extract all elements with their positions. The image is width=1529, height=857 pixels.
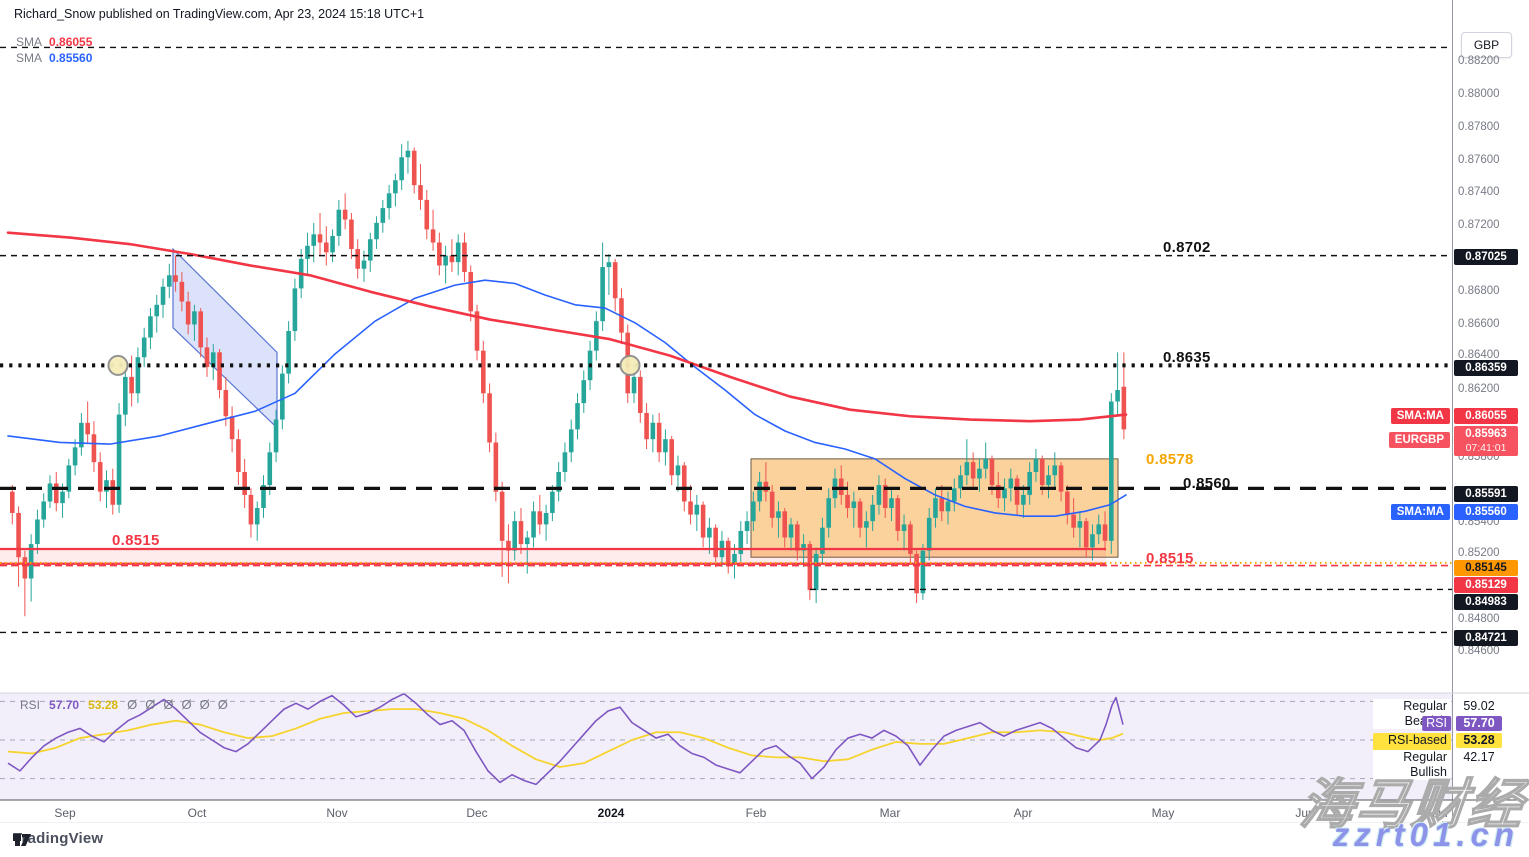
rsi-row-value: 57.70 bbox=[1456, 716, 1502, 731]
chart-canvas[interactable] bbox=[0, 0, 1529, 823]
price-tick-label: 0.88000 bbox=[1458, 88, 1500, 100]
watermark-url: zzrt01.cn bbox=[1332, 816, 1519, 853]
price-axis-badge: 0.84721 bbox=[1454, 630, 1518, 646]
event-marker-circle bbox=[619, 354, 641, 376]
support-band-zone bbox=[0, 549, 1106, 564]
rsi-row-value: 59.02 bbox=[1463, 699, 1495, 713]
rsi-title: RSI bbox=[20, 697, 41, 712]
hidden-value-icon: Ø bbox=[181, 697, 192, 712]
time-axis-label-oct: Oct bbox=[187, 806, 207, 820]
hidden-value-icon: Ø bbox=[199, 697, 210, 712]
time-axis-label-feb: Feb bbox=[745, 806, 767, 820]
price-level-label: 0.8560 bbox=[1183, 475, 1231, 492]
sma-fast-value: 0.85560 bbox=[49, 51, 93, 65]
time-axis-label-apr: Apr bbox=[1013, 806, 1033, 820]
time-axis-label-nov: Nov bbox=[326, 806, 348, 820]
hidden-value-icon: Ø bbox=[163, 697, 174, 712]
price-level-label: 0.8578 bbox=[1146, 451, 1194, 468]
sma-fast-line bbox=[7, 279, 1127, 518]
price-tick-label: 0.87200 bbox=[1458, 219, 1500, 231]
rsi-row-value: 42.17 bbox=[1463, 750, 1495, 764]
price-axis-badge: 0.85145 bbox=[1454, 560, 1518, 576]
price-tick-label: 0.85200 bbox=[1458, 547, 1500, 559]
rsi-ma-line bbox=[7, 708, 1124, 768]
price-level-label: 0.8702 bbox=[1163, 239, 1211, 256]
tradingview-logo-icon bbox=[13, 834, 31, 846]
rsi-line bbox=[7, 692, 1124, 786]
rsi-value: 57.70 bbox=[49, 697, 80, 712]
sma-slow-value: 0.86055 bbox=[49, 35, 93, 49]
time-axis-label-jul: Jul bbox=[1432, 806, 1448, 820]
time-axis-label-mar: Mar bbox=[879, 806, 901, 820]
last-update-time: 07:41:01 bbox=[1465, 442, 1507, 454]
indicator-chip-sma-ma: SMA:MA bbox=[1390, 504, 1450, 520]
price-axis-badge: 0.85591 bbox=[1454, 486, 1518, 502]
time-axis-label-dec: Dec bbox=[466, 806, 488, 820]
price-tick-label: 0.86200 bbox=[1458, 383, 1500, 395]
price-level-label: 0.8635 bbox=[1163, 349, 1211, 366]
price-tick-label: 0.86800 bbox=[1458, 285, 1500, 297]
price-axis-badge: 0.84983 bbox=[1454, 594, 1518, 610]
price-tick-label: 0.87800 bbox=[1458, 121, 1500, 133]
currency-button[interactable]: GBP bbox=[1461, 32, 1512, 58]
tradingview-brand-text: TradingView bbox=[13, 830, 104, 847]
event-marker-circle bbox=[107, 354, 129, 376]
price-tick-label: 0.87400 bbox=[1458, 186, 1500, 198]
publish-attribution: Richard_Snow published on TradingView.co… bbox=[14, 7, 425, 21]
price-level-label: 0.8515 bbox=[112, 532, 160, 549]
hidden-value-icon: Ø bbox=[145, 697, 156, 712]
time-axis-label-jun: Jun bbox=[1295, 806, 1315, 820]
sma-label: SMA bbox=[16, 51, 43, 65]
price-tick-label: 0.86600 bbox=[1458, 318, 1500, 330]
rsi-ma-value: 53.28 bbox=[88, 697, 119, 712]
sma-label: SMA bbox=[16, 35, 43, 49]
price-tick-label: 0.88200 bbox=[1458, 55, 1500, 67]
price-axis-badge: 0.85560 bbox=[1454, 504, 1518, 520]
hidden-value-icon: Ø bbox=[217, 697, 228, 712]
candles bbox=[10, 140, 1127, 617]
rsi-row-value: 53.28 bbox=[1456, 733, 1502, 748]
price-tick-label: 0.84600 bbox=[1458, 645, 1500, 657]
footer: TradingView bbox=[13, 830, 103, 847]
hidden-value-icon: Ø bbox=[127, 697, 138, 712]
time-axis-label-may: May bbox=[1151, 806, 1175, 820]
time-axis-label-2024: 2024 bbox=[597, 806, 625, 820]
price-axis-badge: 0.85129 bbox=[1454, 577, 1518, 593]
sma-legend-slow[interactable]: SMA 0.86055 bbox=[16, 35, 92, 49]
price-axis-badge: 0.85963 07:41:01 bbox=[1454, 426, 1518, 456]
indicator-chip-eurgbp: EURGBP bbox=[1388, 432, 1450, 448]
sma-legend-fast[interactable]: SMA 0.85560 bbox=[16, 51, 92, 65]
price-tick-label: 0.84800 bbox=[1458, 613, 1500, 625]
price-axis-badge: 0.87025 bbox=[1454, 249, 1518, 265]
price-tick-label: 0.86400 bbox=[1458, 349, 1500, 361]
rsi-row-label: RSI bbox=[1422, 716, 1451, 731]
price-axis-badge: 0.86055 bbox=[1454, 408, 1518, 424]
indicator-chip-sma-ma: SMA:MA bbox=[1390, 408, 1450, 424]
rsi-row-label: Regular Bullish bbox=[1373, 750, 1451, 780]
price-tick-label: 0.87600 bbox=[1458, 154, 1500, 166]
price-axis-badge: 0.86359 bbox=[1454, 360, 1518, 376]
price-level-label: 0.8515 bbox=[1146, 550, 1194, 567]
time-axis-label-sep: Sep bbox=[54, 806, 76, 820]
